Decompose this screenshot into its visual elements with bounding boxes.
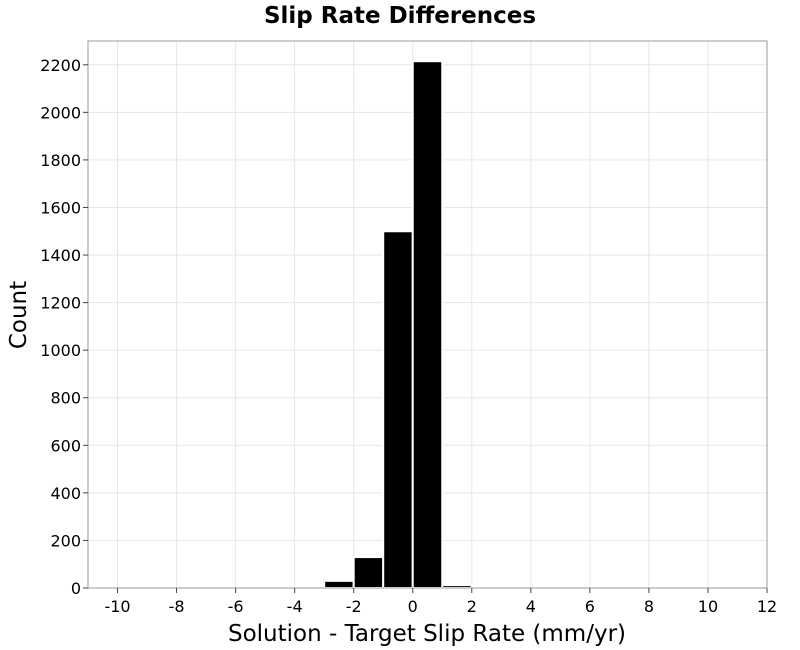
y-tick-label: 0 (71, 579, 81, 598)
y-tick-label: 1400 (40, 246, 81, 265)
x-tick-labels: -10 -8 -6 -4 -2 0 2 4 6 8 10 12 (104, 597, 777, 616)
y-axis-label: Count (6, 281, 32, 349)
y-tick-label: 800 (50, 389, 81, 408)
histogram-bar (411, 60, 444, 590)
y-tick-label: 1200 (40, 294, 81, 313)
y-tick-label: 1800 (40, 151, 81, 170)
y-tick-label: 1600 (40, 198, 81, 217)
x-tick-label: 4 (526, 597, 536, 616)
plot-frame (87, 40, 768, 589)
histogram-bar (352, 556, 385, 589)
axis-ticks (83, 64, 768, 593)
y-tick-label: 400 (50, 484, 81, 503)
x-tick-label: -8 (169, 597, 185, 616)
y-tick-label: 2200 (40, 56, 81, 75)
x-tick-label: -10 (104, 597, 130, 616)
y-tick-label: 200 (50, 531, 81, 550)
x-axis-label: Solution - Target Slip Rate (mm/yr) (228, 621, 626, 647)
y-tick-label: 2000 (40, 103, 81, 122)
y-tick-label: 1000 (40, 341, 81, 360)
x-tick-label: -4 (287, 597, 303, 616)
x-tick-label: -2 (346, 597, 362, 616)
x-tick-label: 0 (408, 597, 418, 616)
x-tick-label: 8 (644, 597, 654, 616)
chart-title: Slip Rate Differences (264, 3, 536, 29)
x-tick-label: -6 (228, 597, 244, 616)
y-tick-label: 600 (50, 436, 81, 455)
x-tick-label: 12 (757, 597, 777, 616)
y-tick-labels: 0 200 400 600 800 1000 1200 1400 1600 1800 2000 220… (40, 56, 81, 598)
histogram-bar (382, 230, 414, 589)
x-tick-label: 2 (467, 597, 477, 616)
x-tick-label: 6 (585, 597, 595, 616)
x-tick-label: 10 (698, 597, 718, 616)
histogram-bars (293, 60, 503, 590)
histogram-bar (323, 579, 355, 590)
